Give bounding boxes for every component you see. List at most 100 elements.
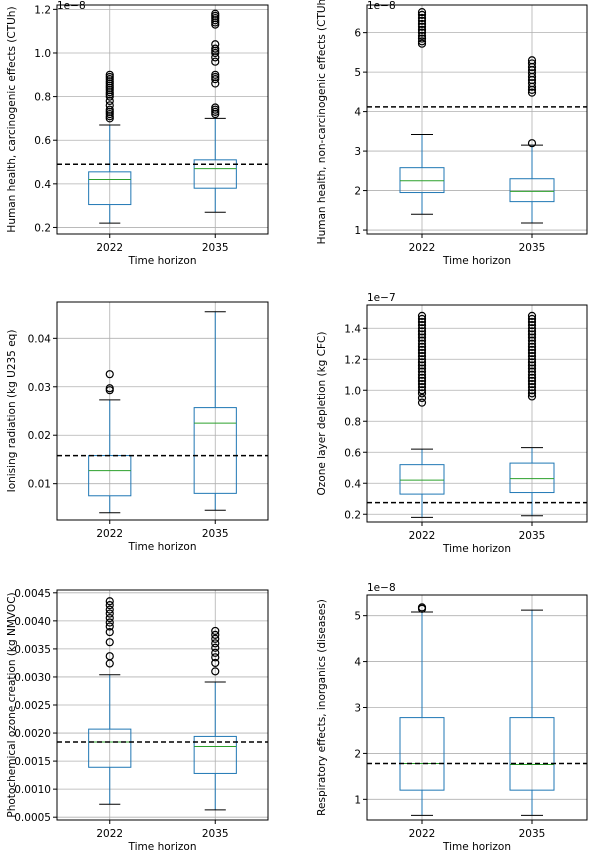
- flier-point: [417, 361, 427, 370]
- flier-point: [417, 379, 427, 389]
- flier-point: [527, 352, 537, 361]
- y-tick-label: 3: [354, 146, 361, 158]
- y-tick-label: 4: [354, 657, 361, 669]
- flier-point: [417, 345, 427, 355]
- flier-point: [417, 342, 427, 351]
- x-tick-label: 2035: [202, 528, 229, 540]
- flier-point: [527, 367, 537, 376]
- y-axis-label: Ionising radiation (kg U235 eq): [6, 330, 18, 493]
- flier-point: [527, 327, 537, 336]
- y-tick-label: 2: [354, 748, 361, 760]
- chart-panel-3: 0.01 0.02 0.03 0.04 2022 2035 Time horizon Ioni…: [6, 301, 269, 553]
- flier-point: [105, 609, 114, 618]
- y-tick-label: 0.0035: [14, 644, 51, 656]
- flier-point: [417, 22, 427, 31]
- flier-point: [211, 658, 220, 668]
- flier-point: [105, 70, 114, 79]
- flier-point: [417, 376, 427, 386]
- chart-panel-1: 0.2 0.4 0.6 0.8 1.0 1.2 2022 2035 Time horizon Hu…: [6, 0, 269, 267]
- y-tick-label: 0.2: [34, 222, 51, 234]
- y-tick-label: 0.0040: [14, 616, 51, 628]
- flier-point: [417, 389, 427, 398]
- x-axis-label: Time horizon: [128, 255, 197, 267]
- y-tick-label: 4: [354, 107, 361, 119]
- flier-point: [527, 361, 537, 370]
- flier-point: [105, 601, 114, 610]
- flier-point: [527, 333, 537, 342]
- flier-point: [105, 384, 114, 393]
- flier-point: [211, 75, 220, 84]
- flier-point: [417, 317, 427, 327]
- flier-point: [417, 34, 427, 43]
- y-tick-label: 5: [354, 67, 361, 79]
- flier-point: [211, 70, 220, 79]
- x-tick-label: 2022: [409, 828, 436, 840]
- flier-point: [211, 57, 220, 66]
- box-iqr: [193, 159, 237, 189]
- x-tick-label: 2022: [96, 242, 123, 254]
- flier-point: [527, 314, 537, 324]
- flier-point: [527, 370, 537, 379]
- flier-point: [527, 56, 537, 65]
- y-tick-label: 1: [354, 794, 361, 806]
- flier-point: [211, 105, 220, 114]
- y-tick-label: 1.4: [344, 323, 361, 335]
- box-2035: [509, 56, 555, 224]
- box-iqr: [88, 728, 132, 768]
- box-iqr: [88, 171, 132, 206]
- flier-point: [417, 367, 427, 376]
- y-tick-label: 2: [354, 186, 361, 198]
- flier-point: [527, 321, 537, 330]
- chart-panel-4: 0.2 0.4 0.6 0.8 1.0 1.2 1.4 2022 2035 Time horizo…: [316, 292, 588, 555]
- flier-point: [417, 336, 427, 345]
- x-axis-label: Time horizon: [442, 841, 511, 850]
- box-iqr: [509, 717, 555, 791]
- flier-point: [527, 330, 537, 339]
- y-tick-label: 0.0015: [14, 756, 51, 768]
- flier-point: [417, 311, 427, 320]
- flier-point: [417, 333, 427, 342]
- y-tick-label: 0.0025: [14, 700, 51, 712]
- y-axis-multiplier: 1e−8: [367, 0, 396, 12]
- flier-point: [527, 376, 537, 386]
- flier-point: [105, 75, 114, 84]
- flier-point: [417, 386, 427, 395]
- y-tick-label: 1: [354, 225, 361, 237]
- flier-point: [527, 364, 537, 373]
- x-axis-label: Time horizon: [128, 541, 197, 553]
- y-tick-label: 0.0010: [14, 784, 51, 796]
- box-iqr: [509, 178, 555, 203]
- y-tick-label: 0.01: [28, 479, 51, 491]
- flier-point: [211, 13, 220, 23]
- y-tick-label: 1.0: [344, 385, 361, 397]
- flier-point: [211, 653, 220, 662]
- flier-point: [211, 72, 220, 82]
- flier-point: [105, 618, 114, 627]
- y-tick-label: 1.2: [344, 354, 361, 366]
- flier-point: [211, 643, 220, 652]
- flier-point: [527, 139, 537, 148]
- x-tick-label: 2035: [519, 530, 546, 542]
- x-axis-label: Time horizon: [442, 255, 511, 267]
- flier-point: [417, 314, 427, 324]
- y-tick-label: 0.4: [344, 478, 361, 490]
- flier-point: [527, 379, 537, 389]
- flier-point: [527, 324, 537, 333]
- y-axis-label: Human health, non-carcinogenic effects (…: [316, 0, 328, 244]
- flier-point: [105, 370, 114, 379]
- box-2035: [193, 9, 237, 213]
- x-tick-label: 2035: [202, 242, 229, 254]
- box-2035: [509, 609, 555, 816]
- flier-point: [417, 28, 427, 37]
- flier-point: [105, 605, 114, 614]
- chart-panel-2: 1 2 3 4 5 6 2022 2035 Time horizon Human health, …: [316, 0, 588, 267]
- y-tick-label: 0.4: [34, 179, 51, 191]
- y-tick-label: 0.0030: [14, 672, 51, 684]
- box-iqr: [399, 167, 445, 194]
- plot-frame: [366, 304, 588, 523]
- box-2035: [193, 626, 237, 811]
- y-tick-label: 0.0020: [14, 728, 51, 740]
- y-axis-multiplier: 1e−7: [367, 292, 396, 304]
- flier-point: [105, 613, 114, 623]
